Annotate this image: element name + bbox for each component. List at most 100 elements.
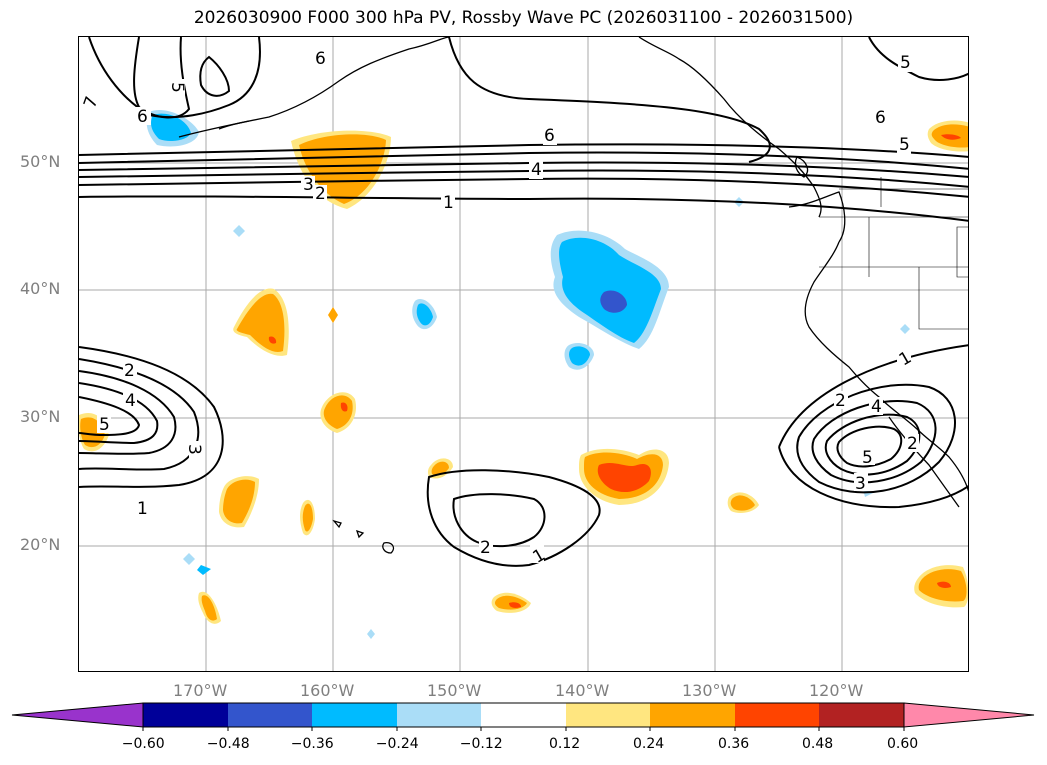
- lon-label-120w: 120°W: [809, 681, 864, 700]
- map-canvas: 7 5 6 6 6 4 3 2 1 5 6 5 2 4: [79, 37, 968, 671]
- lon-label-150w: 150°W: [427, 681, 482, 700]
- contour-label: 6: [544, 126, 555, 146]
- positive-anomaly-core: [509, 602, 521, 608]
- contour-label: 5: [99, 415, 110, 435]
- contour-label: 1: [443, 193, 454, 213]
- negative-anomaly-core: [600, 290, 627, 313]
- contour-right-1-upper: [778, 344, 968, 448]
- contour-label: 2: [835, 391, 846, 411]
- colorbar-extend-high: [903, 702, 1035, 728]
- colorbar-segment: [312, 703, 397, 727]
- contour-label: 2: [315, 184, 326, 204]
- aleutian-island: [218, 120, 250, 130]
- negative-anomaly-area: [197, 565, 211, 575]
- contour-label: 1: [137, 499, 148, 519]
- contour-left-1: [79, 346, 224, 488]
- colorbar-tick-label: −0.60: [121, 736, 165, 752]
- colorbar-tick-label: −0.24: [375, 736, 419, 752]
- map-title: 2026030900 F000 300 hPa PV, Rossby Wave …: [193, 8, 854, 28]
- contour-label: 2: [480, 538, 491, 558]
- contour-label: 3: [303, 175, 314, 195]
- contour-right-5: [836, 425, 903, 468]
- colorbar-tick-label: 0.48: [802, 736, 834, 752]
- graticule: [79, 37, 968, 671]
- state-border: [819, 217, 968, 330]
- positive-anomaly-area: [730, 495, 755, 511]
- contour-label: 5: [862, 448, 873, 468]
- contour-label: 4: [871, 397, 882, 417]
- lon-label-160w: 160°W: [300, 681, 355, 700]
- negative-anomaly-area: [559, 237, 661, 343]
- contour-right-2: [796, 383, 956, 494]
- lat-label-20n: 20°N: [20, 535, 61, 554]
- contour-center-2: [452, 493, 546, 548]
- contour-label: 2: [907, 434, 918, 454]
- contour-labels: 7 5 6 6 6 4 3 2 1 5 6 5 2 4: [80, 49, 919, 568]
- contour-label: 4: [125, 391, 136, 411]
- state-border: [956, 226, 968, 278]
- colorbar-segment: [228, 703, 312, 727]
- contour-label: 5: [167, 82, 187, 93]
- colorbar-segment: [566, 703, 650, 727]
- contour-left-2: [79, 358, 200, 471]
- lon-label-140w: 140°W: [555, 681, 610, 700]
- contour-right-3: [811, 400, 937, 484]
- us-west-coast: [804, 241, 968, 492]
- colorbar-segment: [481, 703, 566, 727]
- contour-5-northeast: [868, 37, 968, 81]
- contour-label: 5: [900, 53, 911, 73]
- positive-anomaly-core: [268, 336, 277, 344]
- baja-coast: [888, 416, 960, 508]
- positive-anomaly-area: [431, 461, 449, 476]
- colorbar-extend-low: [11, 702, 144, 728]
- negative-anomaly-area: [183, 553, 195, 565]
- contour-5-band: [79, 151, 968, 170]
- positive-anomaly-area: [302, 503, 313, 532]
- contour-label: 6: [137, 107, 148, 127]
- positive-anomaly-core: [340, 402, 348, 412]
- contour-label: 2: [124, 361, 135, 381]
- colorbar-segment: [143, 703, 228, 727]
- positive-anomaly-area: [201, 595, 217, 621]
- pv-contours: [79, 37, 968, 567]
- lon-label-170w: 170°W: [173, 681, 228, 700]
- negative-anomaly-area: [569, 346, 590, 366]
- contour-left-5: [79, 396, 141, 437]
- contour-label: 6: [315, 49, 326, 69]
- positive-anomaly-core: [597, 463, 651, 493]
- lat-label-30n: 30°N: [20, 407, 61, 426]
- colorbar-tick-label: 0.36: [718, 736, 750, 752]
- negative-anomaly-area: [151, 113, 191, 141]
- negative-anomaly-area: [367, 629, 375, 639]
- contour-center-1: [426, 469, 601, 567]
- colorbar-tick-label: 0.60: [887, 736, 919, 752]
- contour-label: 6: [875, 108, 886, 128]
- vancouver-coast: [788, 191, 846, 243]
- contour-closed-ring: [199, 55, 231, 97]
- contour-right-1-lower: [778, 446, 968, 509]
- lat-label-40n: 40°N: [20, 279, 61, 298]
- negative-anomaly-area: [900, 324, 910, 334]
- contour-upper-left: [133, 37, 191, 119]
- alaska-bc-coast: [638, 37, 822, 218]
- positive-anomaly-core: [941, 134, 961, 140]
- positive-anomaly-area: [328, 307, 338, 323]
- coastlines: [178, 37, 968, 554]
- contour-left-3: [79, 370, 177, 455]
- colorbar-tick-label: −0.12: [459, 736, 503, 752]
- colorbar-segment: [397, 703, 481, 727]
- hawaiian-islands: [332, 519, 395, 554]
- lon-label-130w: 130°W: [682, 681, 737, 700]
- colorbar-tick-label: 0.12: [549, 736, 581, 752]
- positive-anomaly-area: [236, 293, 285, 352]
- lat-label-50n: 50°N: [20, 152, 61, 171]
- contour-2-band: [79, 177, 968, 198]
- colorbar-segment: [819, 703, 904, 727]
- contour-label: 4: [531, 160, 542, 180]
- contour-1-band: [79, 195, 968, 222]
- negative-anomaly-area: [233, 225, 245, 237]
- negative-anomaly-area: [416, 303, 433, 326]
- colorbar-tick-label: −0.36: [290, 736, 334, 752]
- contour-label: 3: [184, 444, 204, 455]
- positive-anomaly-core: [937, 581, 951, 588]
